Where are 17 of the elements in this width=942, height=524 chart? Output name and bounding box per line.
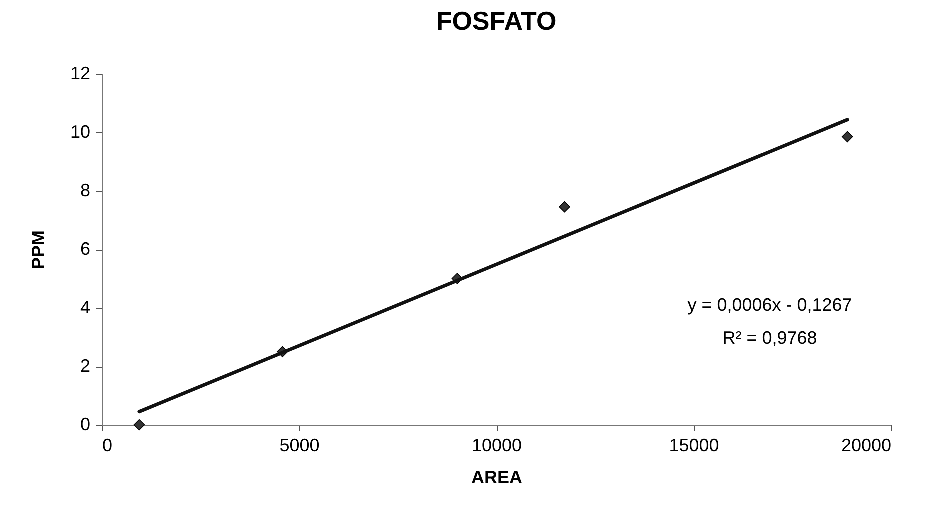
annotation: y = 0,0006x - 0,1267 <box>688 295 852 315</box>
y-tick-label: 8 <box>80 180 90 200</box>
y-axis-title: PPM <box>28 230 48 270</box>
y-tick-label: 2 <box>80 356 90 376</box>
x-axis-title: AREA <box>471 468 523 488</box>
x-tick-label: 0 <box>102 436 113 456</box>
annotation: R² = 0,9768 <box>722 328 818 348</box>
x-tick-label: 10000 <box>472 436 522 456</box>
y-tick-label: 10 <box>70 122 90 142</box>
y-tick-label: 6 <box>80 239 90 259</box>
x-tick-label: 15000 <box>669 436 720 456</box>
chart-title: FOSFATO <box>436 6 557 36</box>
y-tick-label: 0 <box>80 414 90 434</box>
y-tick-label: 4 <box>80 298 90 318</box>
x-tick-label: 20000 <box>841 436 892 456</box>
y-tick-label: 12 <box>70 64 90 84</box>
x-tick-label: 5000 <box>280 436 320 456</box>
